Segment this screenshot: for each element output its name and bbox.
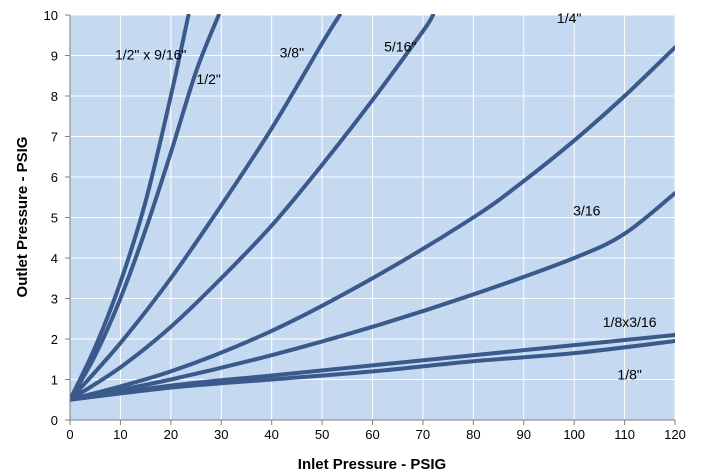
series-line-2 bbox=[70, 14, 221, 402]
y-tick-labels: 0 1 2 3 4 5 6 7 8 9 10 bbox=[44, 8, 58, 428]
series-line-3 bbox=[70, 14, 342, 402]
x-axis-title: Inlet Pressure - PSIG bbox=[298, 456, 446, 473]
x-tick-label: 60 bbox=[365, 427, 379, 442]
x-tick-label: 20 bbox=[164, 427, 178, 442]
x-tick-label: 80 bbox=[466, 427, 480, 442]
x-tick-label: 40 bbox=[264, 427, 278, 442]
y-tick-label: 5 bbox=[51, 211, 58, 226]
x-tick-label: 120 bbox=[664, 427, 686, 442]
x-tick-label: 90 bbox=[517, 427, 531, 442]
x-tick-label: 110 bbox=[614, 427, 635, 442]
series-lines bbox=[70, 14, 675, 402]
y-tick-label: 3 bbox=[51, 292, 58, 307]
y-tick-label: 1 bbox=[51, 373, 58, 388]
axes bbox=[65, 14, 676, 425]
x-tick-label: 50 bbox=[315, 427, 329, 442]
series-label-4: 5/16" bbox=[384, 38, 416, 54]
series-line-4 bbox=[70, 14, 435, 402]
y-tick-label: 0 bbox=[51, 413, 58, 428]
series-line-6 bbox=[70, 191, 675, 402]
y-tick-label: 6 bbox=[51, 170, 58, 185]
series-label-1: 1/2" x 9/16" bbox=[115, 47, 186, 63]
y-tick-label: 7 bbox=[51, 130, 58, 145]
x-tick-label: 70 bbox=[416, 427, 430, 442]
series-label-8: 1/8" bbox=[617, 367, 641, 383]
x-tick-label: 0 bbox=[66, 427, 73, 442]
y-axis-title: Outlet Pressure - PSIG bbox=[14, 137, 31, 298]
series-label-5: 1/4" bbox=[557, 10, 581, 26]
x-tick-label: 10 bbox=[113, 427, 127, 442]
y-tick-label: 4 bbox=[51, 251, 58, 266]
series-label-6: 3/16 bbox=[573, 202, 600, 218]
series-label-3: 3/8" bbox=[280, 45, 304, 61]
series-label-2: 1/2" bbox=[196, 71, 220, 87]
series-line-7 bbox=[70, 332, 675, 402]
series-line-8 bbox=[70, 339, 675, 402]
series-line-1 bbox=[70, 14, 191, 402]
series-label-7: 1/8x3/16 bbox=[603, 314, 657, 330]
x-tick-label: 100 bbox=[563, 427, 585, 442]
x-tick-label: 30 bbox=[214, 427, 228, 442]
y-tick-label: 9 bbox=[51, 49, 58, 64]
x-tick-labels: 0 10 20 30 40 50 60 70 80 90 100 110 120 bbox=[66, 427, 685, 442]
y-tick-label: 8 bbox=[51, 89, 58, 104]
y-tick-label: 10 bbox=[44, 8, 58, 23]
series-line-5 bbox=[70, 45, 675, 402]
series-labels: 1/2" x 9/16" 1/2" 3/8" 5/16" 1/4" 3/16 1/8x3/1… bbox=[115, 10, 657, 382]
y-tick-label: 2 bbox=[51, 332, 58, 347]
